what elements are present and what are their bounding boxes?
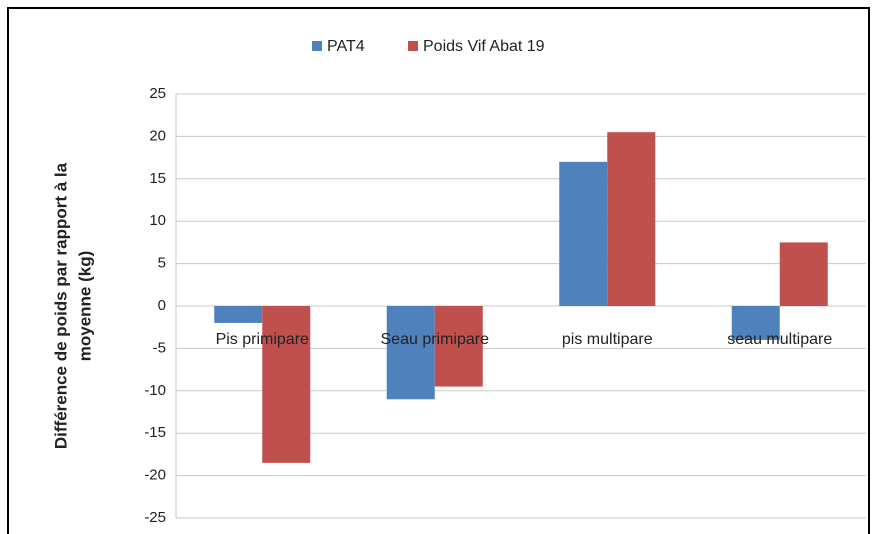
x-tick-label: seau multipare [727, 331, 832, 348]
legend-label: PAT4 [327, 38, 365, 55]
y-tick-label: 10 [149, 212, 166, 229]
bar [779, 242, 828, 306]
y-tick-label: 25 [149, 85, 166, 102]
y-tick-label: 0 [158, 297, 166, 314]
y-tick-label: 5 [158, 255, 166, 272]
legend-swatch [408, 41, 418, 51]
x-tick-label: Pis primipare [216, 331, 309, 348]
bar [731, 306, 780, 340]
x-tick-label: Seau primipare [381, 331, 490, 348]
y-tick-label: 15 [149, 170, 166, 187]
bar [262, 306, 311, 463]
y-tick-label: -5 [153, 339, 166, 356]
legend-label: Poids Vif Abat 19 [423, 38, 545, 55]
y-tick-label: -10 [144, 382, 166, 399]
bar [434, 306, 483, 387]
y-tick-label: 20 [149, 127, 166, 144]
legend-swatch [312, 41, 322, 51]
y-axis-title: moyenne (kg) [75, 251, 94, 362]
x-tick-label: pis multipare [562, 331, 653, 348]
chart-border [7, 7, 870, 534]
bar [214, 306, 263, 323]
y-tick-label: -20 [144, 467, 166, 484]
y-tick-label: -15 [144, 424, 166, 441]
bar [559, 161, 608, 306]
bar [607, 132, 656, 306]
y-axis-title: Différence de poids par rapport à la [51, 162, 70, 449]
bar [386, 306, 435, 400]
y-tick-label: -25 [144, 509, 166, 526]
